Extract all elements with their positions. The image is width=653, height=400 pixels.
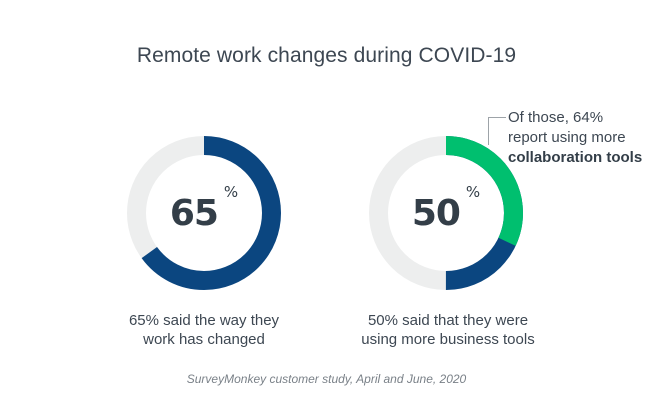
annotation-bold: collaboration tools bbox=[508, 149, 643, 166]
donut-unit: % bbox=[223, 183, 239, 201]
caption-line-1: 65% said the way they bbox=[128, 312, 280, 329]
caption-line-2: using more business tools bbox=[361, 331, 535, 348]
caption-business-tools: 50% said that they were using more busin… bbox=[336, 311, 560, 349]
source-note: SurveyMonkey customer study, April and J… bbox=[186, 372, 467, 386]
donut-value: 65 bbox=[169, 192, 219, 234]
caption-line-2: work has changed bbox=[143, 331, 265, 348]
annotation-collaboration-tools: Of those, 64% report using more collabor… bbox=[508, 108, 642, 168]
annotation-line-1: Of those, 64% bbox=[508, 109, 604, 126]
donut-ring bbox=[127, 136, 281, 290]
annotation-line-2: report using more bbox=[508, 129, 626, 146]
annotation-leader-line bbox=[488, 117, 506, 145]
donut-ring bbox=[369, 136, 523, 290]
caption-line-1: 50% said that they were bbox=[367, 312, 529, 329]
donut-segment-collaboration-tools bbox=[369, 136, 523, 290]
donut-segment-changed bbox=[127, 136, 281, 290]
donut-unit: % bbox=[465, 183, 481, 201]
chart-title: Remote work changes during COVID-19 bbox=[136, 44, 517, 67]
donut-chart-business-tools: 50 % bbox=[366, 133, 526, 293]
caption-work-changed: 65% said the way they work has changed bbox=[94, 311, 314, 349]
donut-chart-work-changed: 65 % bbox=[124, 133, 284, 293]
donut-value: 50 bbox=[411, 192, 461, 234]
